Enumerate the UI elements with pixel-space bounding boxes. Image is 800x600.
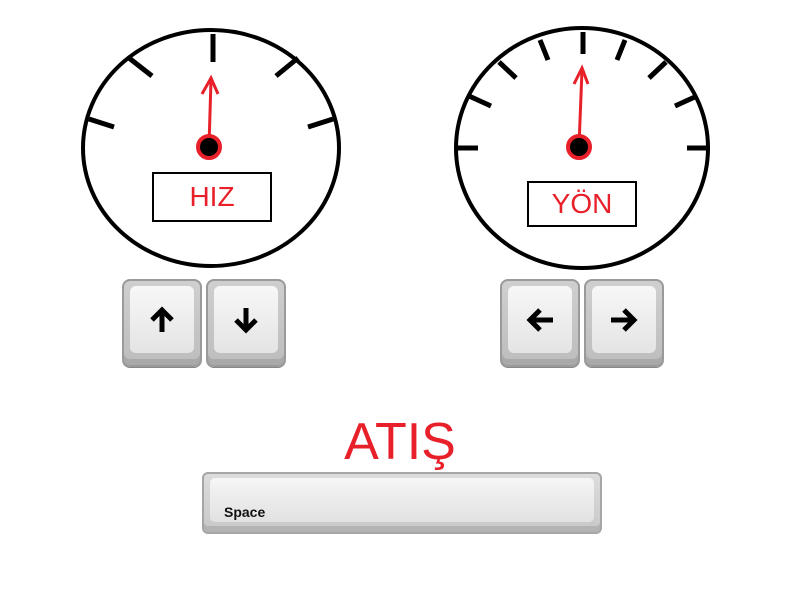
speed-needle [196, 74, 222, 160]
space-key-face [210, 478, 594, 522]
fire-title: ATIŞ [344, 413, 456, 471]
speed-gauge-dial [81, 28, 341, 268]
space-key[interactable]: Space [202, 472, 602, 534]
direction-gauge: YÖN [453, 26, 713, 274]
up-arrow-key[interactable] [122, 279, 202, 367]
right-arrow-key[interactable] [584, 279, 664, 367]
speed-gauge: HIZ [80, 28, 342, 272]
up-arrow-icon [150, 305, 174, 332]
space-key-label: Space [224, 504, 266, 520]
direction-label: YÖN [527, 181, 637, 227]
direction-gauge-dial [454, 26, 710, 270]
direction-needle [566, 64, 592, 160]
down-arrow-key[interactable] [206, 279, 286, 367]
right-arrow-icon [611, 307, 638, 332]
left-arrow-key[interactable] [500, 279, 580, 367]
left-arrow-icon [526, 307, 553, 332]
down-arrow-icon [234, 307, 258, 334]
speed-label: HIZ [152, 172, 272, 222]
